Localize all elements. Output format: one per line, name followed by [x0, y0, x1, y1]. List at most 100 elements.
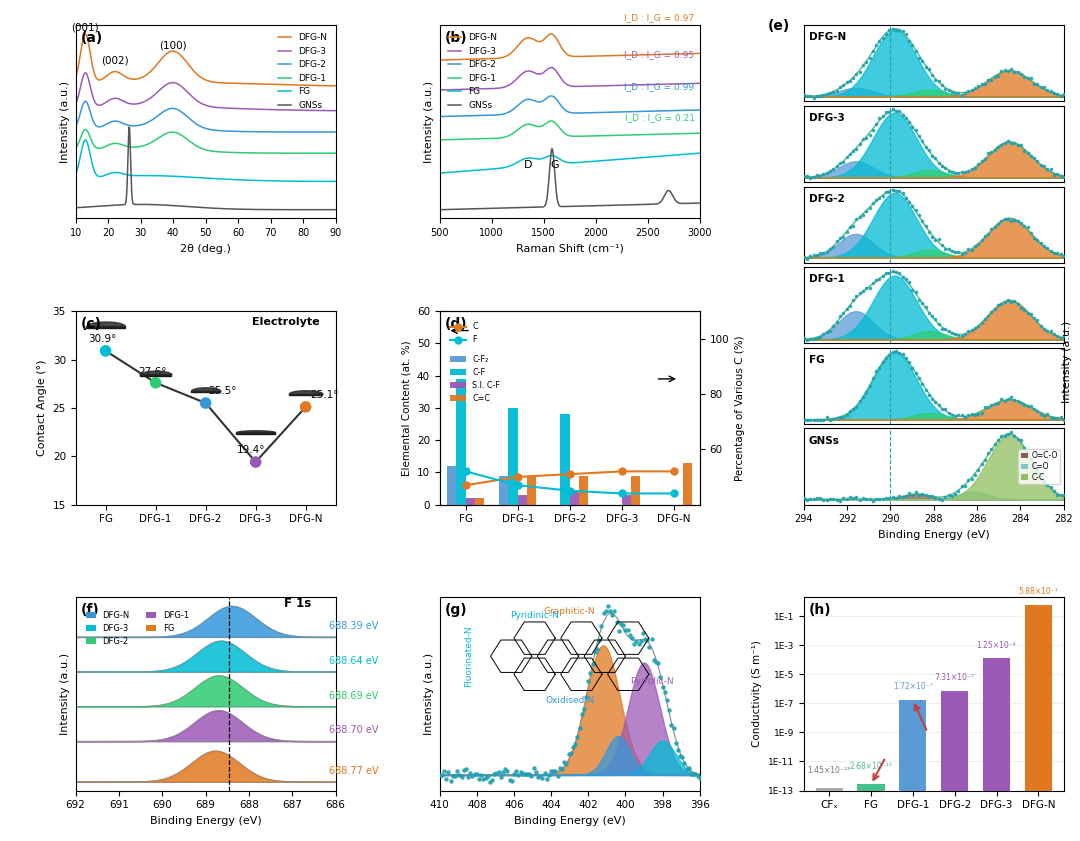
DFG-1 — [267, 148, 280, 158]
Point — [864, 45, 881, 58]
Point — [891, 346, 908, 360]
Point — [670, 743, 687, 756]
Point — [437, 773, 455, 786]
DFG-N — [433, 55, 446, 65]
Point — [976, 152, 994, 166]
Point — [536, 766, 553, 780]
Point — [563, 747, 580, 760]
Point — [996, 295, 1013, 309]
Point — [1005, 136, 1023, 150]
Point — [940, 83, 957, 97]
Point — [914, 377, 931, 390]
FG — [538, 152, 551, 162]
Point — [514, 767, 531, 780]
Point — [1018, 220, 1036, 234]
Point — [943, 165, 960, 178]
Legend: DFG-N, DFG-3, DFG-2, DFG-1, FG: DFG-N, DFG-3, DFG-2, DFG-1, FG — [82, 607, 192, 649]
GNSs — [693, 198, 706, 208]
Point — [638, 633, 656, 647]
Point — [197, 396, 214, 410]
GNSs — [69, 203, 82, 213]
Point — [976, 312, 994, 325]
Point — [910, 130, 928, 143]
FG — [433, 168, 446, 178]
Text: I_D : I_G = 0.97: I_D : I_G = 0.97 — [624, 13, 694, 22]
Point — [805, 170, 822, 183]
Point — [897, 112, 915, 125]
Point — [949, 86, 967, 99]
Point — [1052, 247, 1069, 261]
Text: DFG-3: DFG-3 — [809, 113, 845, 123]
Point — [980, 227, 997, 241]
Point — [949, 484, 967, 498]
Point — [1023, 71, 1040, 85]
Point — [247, 455, 265, 468]
Point — [861, 50, 878, 64]
Point — [1012, 139, 1029, 152]
Point — [1045, 327, 1063, 341]
Point — [989, 299, 1007, 312]
Point — [473, 768, 490, 781]
Point — [147, 376, 164, 389]
Point — [1042, 325, 1059, 338]
Point — [805, 249, 822, 262]
Point — [874, 269, 891, 283]
Point — [634, 627, 651, 640]
Text: (100): (100) — [160, 40, 187, 50]
Point — [1009, 298, 1026, 311]
Point — [835, 230, 852, 244]
Point — [619, 624, 636, 637]
DFG-2 — [69, 121, 82, 131]
Point — [621, 629, 638, 643]
Point — [993, 65, 1010, 78]
GNSs — [640, 199, 653, 209]
Point — [819, 494, 836, 507]
Line: FG: FG — [440, 153, 700, 173]
Point — [521, 767, 538, 780]
Point — [901, 195, 918, 209]
DFG-1 — [220, 147, 233, 157]
Point — [864, 124, 881, 137]
Point — [801, 332, 819, 346]
Point — [617, 623, 634, 637]
F — [564, 485, 577, 495]
Point — [936, 242, 954, 256]
Point — [864, 277, 881, 290]
Text: (a): (a) — [81, 31, 103, 45]
Point — [512, 764, 529, 778]
Bar — [447, 466, 457, 505]
DFG-1 — [612, 130, 625, 140]
Point — [649, 657, 666, 670]
Line: DFG-N: DFG-N — [440, 34, 700, 60]
Point — [894, 24, 912, 38]
Point — [989, 69, 1007, 82]
Point — [1012, 216, 1029, 230]
Point — [672, 749, 689, 763]
Point — [1045, 86, 1063, 99]
Text: Intensity (a.u.): Intensity (a.u.) — [1062, 320, 1072, 403]
Point — [610, 624, 627, 637]
Point — [1032, 81, 1050, 94]
DFG-N — [227, 78, 240, 88]
Text: DFG-N: DFG-N — [809, 33, 847, 42]
Point — [559, 747, 577, 760]
Point — [492, 770, 510, 783]
Point — [957, 86, 974, 99]
Point — [920, 388, 937, 401]
Text: (d): (d) — [445, 317, 468, 331]
Point — [1002, 390, 1020, 404]
Point — [643, 632, 660, 646]
Point — [832, 410, 849, 424]
DFG-N — [267, 79, 280, 89]
Point — [798, 493, 815, 506]
Point — [1049, 246, 1066, 259]
Point — [1042, 162, 1059, 176]
Point — [480, 770, 497, 783]
Point — [822, 242, 839, 256]
Point — [910, 489, 928, 502]
Point — [795, 491, 812, 505]
Point — [949, 166, 967, 179]
Point — [1005, 65, 1023, 78]
Text: 1.45×10⁻¹³: 1.45×10⁻¹³ — [808, 766, 851, 775]
Point — [841, 148, 859, 161]
